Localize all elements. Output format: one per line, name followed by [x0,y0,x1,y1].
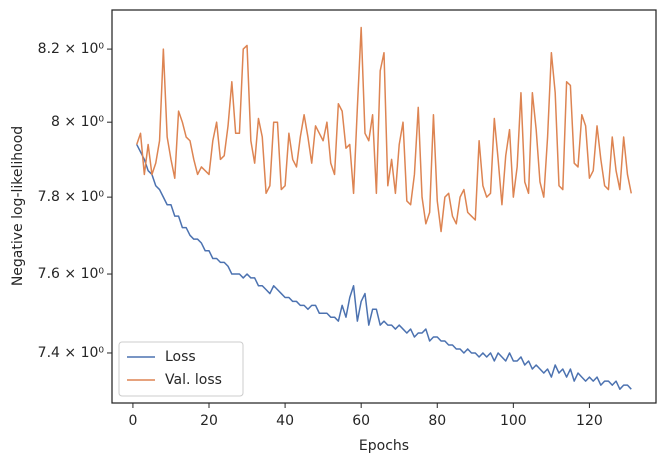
x-tick-label: 100 [500,413,527,429]
line-series [136,144,632,390]
x-tick-label: 80 [428,413,446,429]
y-tick-label: 8.2 × 10⁰ [38,41,105,57]
y-axis-label: Negative log-likelihood [10,126,26,286]
x-tick-label: 120 [576,413,603,429]
x-tick-label: 20 [200,413,218,429]
y-tick-label: 7.8 × 10⁰ [38,189,105,205]
x-tick-label: 60 [352,413,370,429]
x-tick-label: 40 [276,413,294,429]
y-tick-label: 7.6 × 10⁰ [38,266,105,282]
plot-frame [111,9,657,404]
line-series [136,26,633,233]
y-tick-label: 8 × 10⁰ [51,114,104,130]
legend-box [118,341,244,397]
y-tick-label: 7.4 × 10⁰ [38,345,105,361]
x-tick-label: 0 [128,413,137,429]
legend-label: Val. loss [165,372,222,388]
legend-label: Loss [165,349,196,365]
x-axis-label: Epochs [359,438,409,454]
